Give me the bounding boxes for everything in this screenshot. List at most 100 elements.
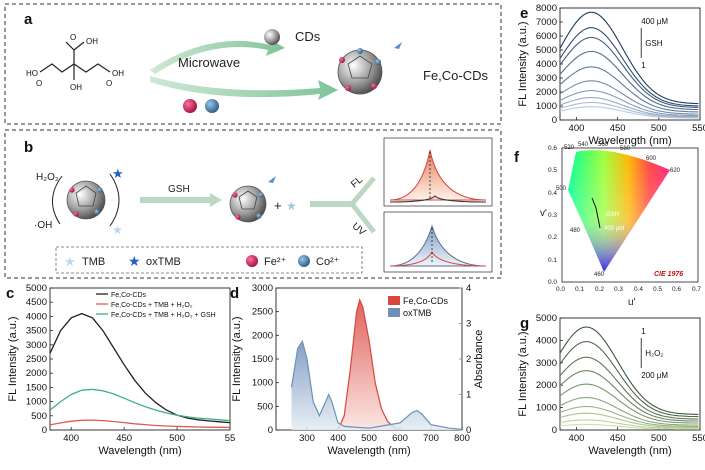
spectrum-line-5 xyxy=(559,396,699,426)
cie-y-tick: 0.6 xyxy=(548,145,557,152)
citric-acid-structure xyxy=(39,41,111,80)
product-label: Fe,Co-CDs xyxy=(423,68,489,83)
plot-frame xyxy=(49,287,231,431)
panel-f-letter: f xyxy=(514,149,520,166)
citric-acid-label-o3: O xyxy=(106,79,112,88)
citric-acid-label-oh2: OH xyxy=(112,69,124,78)
cie-x-tick: 0.7 xyxy=(692,286,701,293)
y-axis-label: FL Intensity (a.u.) xyxy=(231,316,243,401)
plus-sign: + xyxy=(274,198,282,213)
cie-y-tick: 0.2 xyxy=(548,234,557,241)
annotation-top: 400 μM xyxy=(641,17,668,26)
x-tick-label: 55 xyxy=(225,433,236,444)
annotation-mid: H₂O₂ xyxy=(645,349,663,358)
y-tick-label: 0 xyxy=(42,425,47,436)
cie-x-tick: 0.0 xyxy=(556,286,565,293)
panel-letter: e xyxy=(520,5,528,22)
cds-label: CDs xyxy=(295,29,321,44)
y-tick-label: 2000 xyxy=(252,330,273,341)
panel-letter: g xyxy=(520,315,529,332)
plot-frame xyxy=(559,317,701,431)
cie-x-tick: 0.3 xyxy=(614,286,623,293)
spectrum-line-4 xyxy=(559,80,699,115)
chart-d: 300 400 500 600 700 8000500100015002000250030… xyxy=(230,283,485,457)
series-line-1 xyxy=(290,339,463,430)
panel-b-legend: ★ TMB ★ oxTMB Fe²⁺ Co²⁺ xyxy=(55,246,363,274)
y-tick-label: 2500 xyxy=(252,307,273,318)
y-tick-label: 3000 xyxy=(536,358,557,369)
legend-fe-label: Fe²⁺ xyxy=(264,256,287,268)
annotation-bottom: 1 xyxy=(641,61,646,70)
x-tick-label: 500 xyxy=(651,433,667,444)
citric-acid-label-ho: HO xyxy=(26,69,38,78)
cie-gamut-shade xyxy=(568,150,670,272)
y-tick-label: 3000 xyxy=(252,283,273,294)
y-axis-label: FL Intensity (a.u.) xyxy=(517,21,529,106)
cie-wl-600: 600 xyxy=(646,156,657,162)
spectrum-line-3 xyxy=(559,90,699,117)
tmb-arrow xyxy=(109,173,120,227)
legend-oxtmb-icon: ★ xyxy=(128,253,141,269)
panel-b: b H₂O₂ ·OH ★ ★ GSH + ★ xyxy=(4,129,502,279)
x-tick-label: 500 xyxy=(361,433,377,444)
chart-g: 400 450 500 550 0 1000 2000 3000 4000 5000 Wavelen… xyxy=(517,313,705,457)
y-tick-label: 2500 xyxy=(26,354,47,365)
cie-inner-gsh: GSH xyxy=(606,212,619,218)
x-tick-label: 550 xyxy=(692,433,705,444)
split-arrow-up xyxy=(350,176,376,206)
spectrum-line-8 xyxy=(559,27,699,107)
legend-co-label: Co²⁺ xyxy=(316,256,340,268)
fe-ion xyxy=(183,99,197,113)
annotation-mid: GSH xyxy=(645,39,663,48)
spectrum-line-6 xyxy=(559,50,699,111)
legend-tmb-label: TMB xyxy=(82,256,105,268)
annotation-bottom: 200 μM xyxy=(641,371,668,380)
legend-oxtmb-label: oxTMB xyxy=(146,256,181,268)
cie-x-tick: 0.1 xyxy=(575,286,584,293)
y-tick-label: 0 xyxy=(552,425,557,436)
x-axis-label: Wavelength (nm) xyxy=(588,135,671,147)
y-tick-label: 3000 xyxy=(26,340,47,351)
spectrum-line-2 xyxy=(559,356,699,420)
fluorescence-icon-b xyxy=(268,176,276,183)
cd-sphere xyxy=(264,29,280,45)
x-axis-label: Wavelength (nm) xyxy=(327,445,410,457)
spectrum-line-2 xyxy=(559,97,699,118)
annotation-top: 1 xyxy=(641,327,646,336)
x-tick-label: 500 xyxy=(169,433,185,444)
cie-wl-560: 560 xyxy=(598,142,609,148)
series-line-1 xyxy=(49,419,231,429)
cie-wl-540: 540 xyxy=(578,142,589,148)
cie-wl-460: 460 xyxy=(594,272,605,278)
x-tick-label: 450 xyxy=(610,433,626,444)
cie-inner-conc: 400 μM xyxy=(604,226,624,232)
cie-ylabel: v' xyxy=(540,208,547,219)
cie-y-tick: 0.1 xyxy=(548,257,557,264)
y-tick-label: 4000 xyxy=(536,59,557,70)
y-tick-label: 1000 xyxy=(252,378,273,389)
co-ion xyxy=(205,99,219,113)
y-tick-label: 4000 xyxy=(26,311,47,322)
x-tick-label: 400 xyxy=(63,433,79,444)
legend-tmb-icon: ★ xyxy=(64,254,76,269)
series-area-1 xyxy=(291,341,462,430)
tmb-star-2: ★ xyxy=(286,199,297,213)
legend-label-0: Fe,Co-CDs xyxy=(403,296,449,306)
right-axis-label: Absorbance xyxy=(473,330,485,389)
cie-wl-580: 580 xyxy=(620,146,631,152)
x-tick-label: 800 xyxy=(454,433,470,444)
y-tick-label: 0 xyxy=(268,425,273,436)
panel-b-letter: b xyxy=(24,139,33,156)
cie-y-tick: 0.3 xyxy=(548,212,557,219)
legend-swatch-1 xyxy=(388,308,400,317)
spectrum-line-0 xyxy=(559,106,699,119)
y-tick-label: 2000 xyxy=(536,87,557,98)
gsh-arrowhead xyxy=(210,193,222,207)
h2o2-arrow xyxy=(52,175,63,225)
y-tick-label: 7000 xyxy=(536,17,557,28)
y-tick-label: 8000 xyxy=(536,3,557,14)
cie-y-tick: 0.0 xyxy=(548,279,557,286)
cie-tag: CIE 1976 xyxy=(654,271,683,278)
y-tick-label: 500 xyxy=(31,411,47,422)
